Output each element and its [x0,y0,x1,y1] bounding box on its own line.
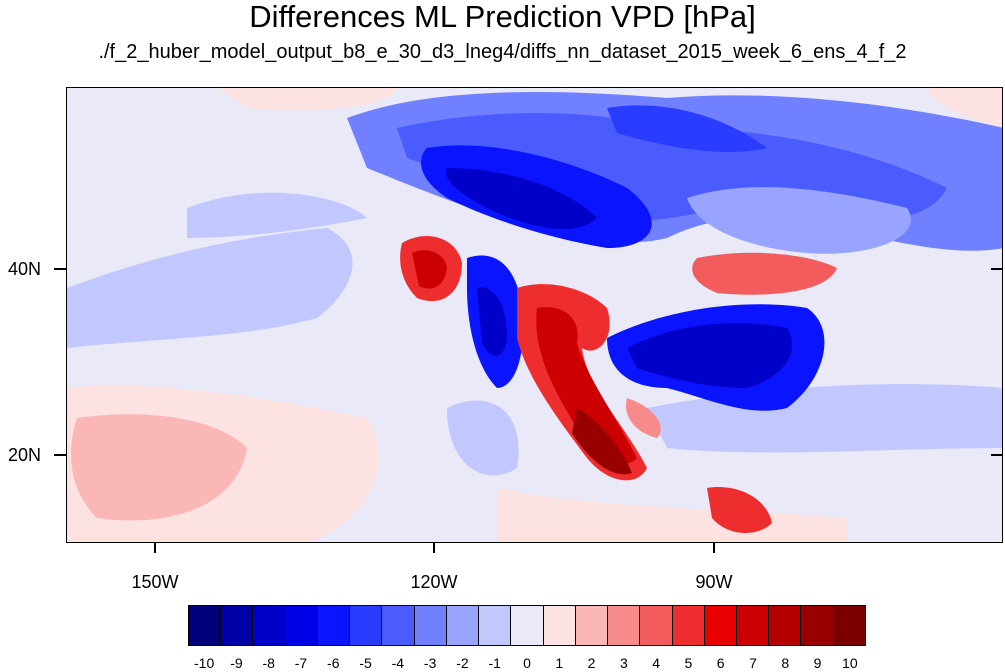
colorbar-label: 8 [781,655,790,671]
colorbar-label: -1 [488,655,501,671]
colorbar-label: -2 [456,655,469,671]
lon-tick-150w [154,543,156,553]
colorbar-box [350,606,383,645]
colorbar-box [317,606,351,645]
colorbar [188,605,866,646]
lat-tick-40n-left [54,268,66,270]
colorbar-label: -10 [194,655,215,671]
colorbar-box [382,606,415,645]
colorbar-label: 6 [716,655,725,671]
colorbar-box [221,606,254,645]
colorbar-box [608,606,641,645]
colorbar-box [446,606,480,645]
colorbar-label: -8 [262,655,275,671]
lon-tick-90w [713,543,715,553]
colorbar-box [253,606,286,645]
colorbar-box [833,606,865,645]
colorbar-box [575,606,609,645]
map-subtitle: ./f_2_huber_model_output_b8_e_30_d3_lneg… [98,41,907,63]
colorbar-box [479,606,512,645]
colorbar-box [511,606,544,645]
colorbar-label: 4 [652,655,661,671]
colorbar-label: -4 [391,655,405,671]
colorbar-label: 5 [684,655,693,671]
colorbar-label: -6 [327,655,340,671]
colorbar-box [543,606,576,645]
map-title: Differences ML Prediction VPD [hPa] [249,0,756,34]
colorbar-label: -3 [423,655,437,671]
colorbar-box [704,606,737,645]
lon-tick-120w [433,543,435,553]
vpd-difference-map [66,87,1003,543]
lat-label-20n: 20N [8,445,42,465]
lat-tick-40n-right [991,268,1003,270]
lon-label-90w: 90W [695,572,733,592]
colorbar-label: 1 [555,655,564,671]
colorbar-label: 9 [813,655,822,671]
colorbar-box [189,606,222,645]
colorbar-box [414,606,447,645]
colorbar-label: 3 [619,655,628,671]
colorbar-label: -9 [230,655,243,671]
lat-tick-20n-left [54,454,66,456]
colorbar-box [285,606,318,645]
colorbar-box [672,606,705,645]
map-field [67,88,1002,542]
colorbar-box [640,606,673,645]
colorbar-box [801,606,834,645]
lon-label-120w: 120W [410,572,458,592]
colorbar-label: 10 [842,655,858,671]
colorbar-box [769,606,802,645]
lat-tick-20n-right [991,454,1003,456]
colorbar-box [736,606,770,645]
colorbar-label: 0 [523,655,531,671]
lat-label-40n: 40N [8,259,42,279]
colorbar-label: -7 [294,655,308,671]
colorbar-label: -5 [359,655,372,671]
lon-label-150w: 150W [131,572,179,592]
colorbar-label: 2 [587,655,596,671]
colorbar-label: 7 [749,655,757,671]
